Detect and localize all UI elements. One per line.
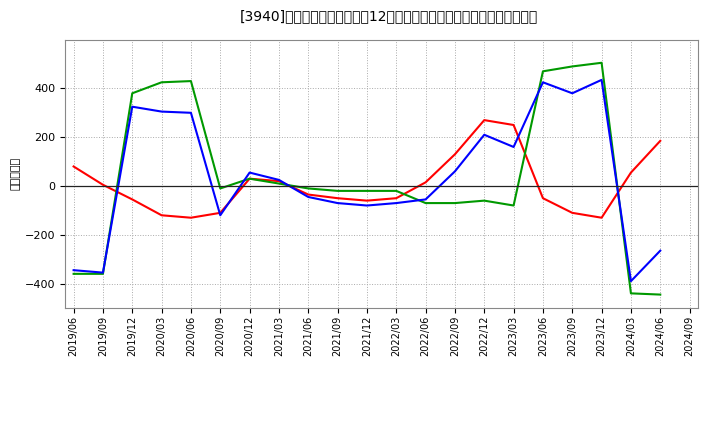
投資CF — [304, 186, 312, 191]
Line: 営業CF: 営業CF — [73, 120, 660, 218]
投資CF — [274, 181, 283, 186]
営業CF — [333, 195, 342, 201]
投資CF — [69, 271, 78, 276]
営業CF — [626, 170, 635, 175]
フリーCF — [157, 109, 166, 114]
営業CF — [392, 195, 400, 201]
Y-axis label: （百万円）: （百万円） — [10, 157, 20, 191]
フリーCF — [274, 177, 283, 183]
フリーCF — [128, 104, 137, 109]
投資CF — [568, 64, 577, 69]
営業CF — [656, 138, 665, 143]
投資CF — [128, 91, 137, 96]
営業CF — [568, 210, 577, 216]
フリーCF — [598, 77, 606, 82]
フリーCF — [392, 201, 400, 206]
営業CF — [157, 213, 166, 218]
投資CF — [333, 188, 342, 194]
フリーCF — [509, 144, 518, 150]
Line: フリーCF: フリーCF — [73, 80, 660, 281]
営業CF — [304, 192, 312, 197]
投資CF — [626, 291, 635, 296]
フリーCF — [656, 248, 665, 253]
フリーCF — [539, 80, 547, 85]
営業CF — [69, 164, 78, 169]
投資CF — [157, 80, 166, 85]
営業CF — [274, 179, 283, 184]
営業CF — [216, 210, 225, 216]
投資CF — [656, 292, 665, 297]
Legend: 営業CF, 投資CF, フリーCF: 営業CF, 投資CF, フリーCF — [239, 434, 524, 440]
フリーCF — [626, 279, 635, 284]
投資CF — [99, 271, 107, 276]
営業CF — [128, 197, 137, 202]
Line: 投資CF: 投資CF — [73, 63, 660, 295]
フリーCF — [451, 169, 459, 174]
営業CF — [451, 152, 459, 157]
営業CF — [598, 215, 606, 220]
投資CF — [451, 201, 459, 206]
フリーCF — [363, 203, 372, 208]
投資CF — [509, 203, 518, 208]
フリーCF — [186, 110, 195, 115]
投資CF — [421, 201, 430, 206]
投資CF — [480, 198, 489, 203]
フリーCF — [246, 170, 254, 175]
フリーCF — [69, 268, 78, 273]
フリーCF — [333, 201, 342, 206]
投資CF — [246, 176, 254, 181]
フリーCF — [99, 270, 107, 275]
営業CF — [480, 117, 489, 123]
投資CF — [392, 188, 400, 194]
フリーCF — [304, 194, 312, 200]
投資CF — [363, 188, 372, 194]
フリーCF — [421, 197, 430, 202]
営業CF — [99, 182, 107, 187]
営業CF — [363, 198, 372, 203]
投資CF — [186, 78, 195, 84]
投資CF — [598, 60, 606, 66]
フリーCF — [568, 91, 577, 96]
投資CF — [539, 69, 547, 74]
営業CF — [186, 215, 195, 220]
営業CF — [421, 180, 430, 185]
Text: [3940]　キャッシュフローの12か月移動合計の対前年同期増減額の推移: [3940] キャッシュフローの12か月移動合計の対前年同期増減額の推移 — [240, 9, 538, 23]
投資CF — [216, 186, 225, 191]
フリーCF — [480, 132, 489, 137]
営業CF — [539, 195, 547, 201]
営業CF — [246, 176, 254, 181]
営業CF — [509, 122, 518, 128]
フリーCF — [216, 213, 225, 218]
